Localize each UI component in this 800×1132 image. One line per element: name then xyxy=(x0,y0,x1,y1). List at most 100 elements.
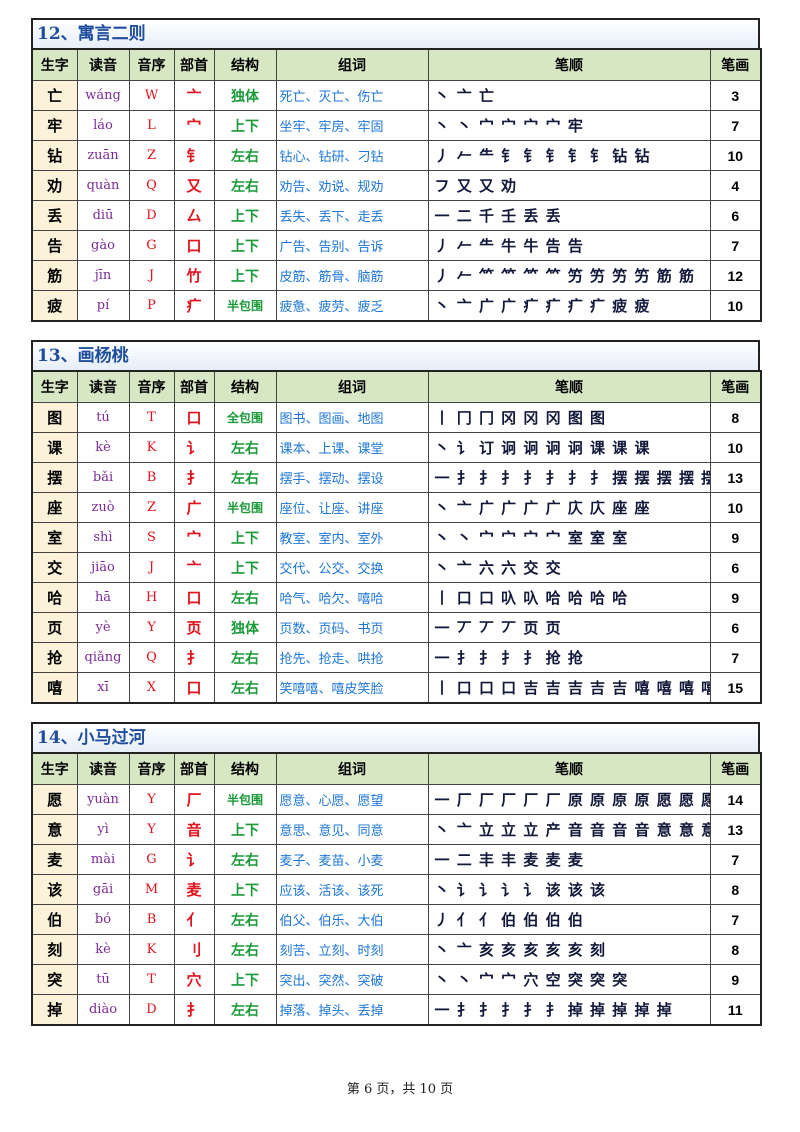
pinyin-cell: zuò xyxy=(76,492,130,523)
character-cell: 钻 xyxy=(31,140,78,171)
character-cell: 室 xyxy=(31,522,78,553)
character-cell: 哈 xyxy=(31,582,78,613)
words-cell: 意思、意见、同意 xyxy=(275,814,429,845)
structure-cell: 上下 xyxy=(213,964,277,995)
radical-cell: 厶 xyxy=(173,200,215,231)
initial-letter-cell: S xyxy=(128,522,175,553)
radical-cell: 穴 xyxy=(173,964,215,995)
words-cell: 愿意、心愿、愿望 xyxy=(275,784,429,815)
initial-letter-cell: K xyxy=(128,934,175,965)
table-row: 疲 pí P 疒半包围 疲惫、疲劳、疲乏丶 亠 广 广 疒 疒 疒 疒 疲 疲 10 xyxy=(31,290,762,322)
words-cell: 劝告、劝说、规劝 xyxy=(275,170,429,201)
structure-cell: 左右 xyxy=(213,672,277,704)
stroke-order-cell: 丶 丶 宀 宀 宀 宀 室 室 室 xyxy=(427,522,711,553)
character-table: 生字 读音 音序 部首 结构 组词 笔顺 笔画愿 yuàn Y 厂半包围 愿意、心愿、愿望一 厂 厂 … xyxy=(31,752,762,1026)
column-header: 读音 xyxy=(76,48,130,81)
initial-letter-cell: T xyxy=(128,402,175,433)
initial-letter-cell: Y xyxy=(128,784,175,815)
radical-cell: 口 xyxy=(173,402,215,433)
stroke-order-cell: 丶 亠 亥 亥 亥 亥 亥 刻 xyxy=(427,934,711,965)
character-cell: 劝 xyxy=(31,170,78,201)
stroke-count-cell: 4 xyxy=(709,170,762,201)
character-cell: 嘻 xyxy=(31,672,78,704)
character-cell: 伯 xyxy=(31,904,78,935)
initial-letter-cell: J xyxy=(128,260,175,291)
structure-cell: 上下 xyxy=(213,260,277,291)
initial-letter-cell: Z xyxy=(128,140,175,171)
radical-cell: 音 xyxy=(173,814,215,845)
words-cell: 麦子、麦苗、小麦 xyxy=(275,844,429,875)
stroke-count-cell: 8 xyxy=(709,402,762,433)
column-header: 结构 xyxy=(213,752,277,785)
stroke-count-cell: 14 xyxy=(709,784,762,815)
stroke-order-cell: 一 二 丰 丰 麦 麦 麦 xyxy=(427,844,711,875)
initial-letter-cell: Y xyxy=(128,814,175,845)
character-cell: 交 xyxy=(31,552,78,583)
pinyin-cell: bǎi xyxy=(76,462,130,493)
pinyin-cell: zuān xyxy=(76,140,130,171)
structure-cell: 全包围 xyxy=(213,402,277,433)
initial-letter-cell: L xyxy=(128,110,175,141)
radical-cell: 口 xyxy=(173,230,215,261)
character-cell: 页 xyxy=(31,612,78,643)
lesson-title: 14、小马过河 xyxy=(31,722,760,752)
table-row: 愿 yuàn Y 厂半包围 愿意、心愿、愿望一 厂 厂 厂 厂 厂 原 原 原 原 愿 … xyxy=(31,784,762,815)
radical-cell: 亠 xyxy=(173,80,215,111)
character-cell: 愿 xyxy=(31,784,78,815)
stroke-order-cell: 丶 亠 广 广 广 广 庂 庂 座 座 xyxy=(427,492,711,523)
character-cell: 告 xyxy=(31,230,78,261)
stroke-count-cell: 7 xyxy=(709,230,762,261)
words-cell: 座位、让座、讲座 xyxy=(275,492,429,523)
structure-cell: 左右 xyxy=(213,432,277,463)
stroke-order-cell: 一 扌 扌 扌 扌 扌 掉 掉 掉 掉 掉 xyxy=(427,994,711,1026)
table-row: 摆 bǎi B 扌左右 摆手、摆动、摆设一 扌 扌 扌 扌 扌 扌 扌 摆 摆 摆 摆 … xyxy=(31,462,762,493)
radical-cell: 宀 xyxy=(173,522,215,553)
pinyin-cell: diū xyxy=(76,200,130,231)
structure-cell: 左右 xyxy=(213,462,277,493)
radical-cell: 扌 xyxy=(173,994,215,1026)
initial-letter-cell: Y xyxy=(128,612,175,643)
character-cell: 意 xyxy=(31,814,78,845)
lesson-title: 13、画杨桃 xyxy=(31,340,760,370)
initial-letter-cell: X xyxy=(128,672,175,704)
words-cell: 哈气、哈欠、嘻哈 xyxy=(275,582,429,613)
stroke-count-cell: 9 xyxy=(709,964,762,995)
initial-letter-cell: T xyxy=(128,964,175,995)
stroke-order-cell: 丶 亠 广 广 疒 疒 疒 疒 疲 疲 xyxy=(427,290,711,322)
pinyin-cell: yè xyxy=(76,612,130,643)
stroke-order-cell: 丿 𠂉 ⺧ 钅 钅 钅 钅 钅 钻 钻 xyxy=(427,140,711,171)
table-row: 钻 zuān Z 钅左右 钻心、钻研、刁钻丿 𠂉 ⺧ 钅 钅 钅 钅 钅 钻 钻 10 xyxy=(31,140,762,171)
initial-letter-cell: B xyxy=(128,462,175,493)
pinyin-cell: tū xyxy=(76,964,130,995)
stroke-order-cell: 丿 𠂉 ⺮ ⺮ ⺮ ⺮ 竻 竻 竻 竻 筋 筋 xyxy=(427,260,711,291)
initial-letter-cell: P xyxy=(128,290,175,322)
radical-cell: 麦 xyxy=(173,874,215,905)
character-cell: 摆 xyxy=(31,462,78,493)
words-cell: 皮筋、筋骨、脑筋 xyxy=(275,260,429,291)
radical-cell: 扌 xyxy=(173,642,215,673)
character-cell: 该 xyxy=(31,874,78,905)
words-cell: 交代、公交、交换 xyxy=(275,552,429,583)
character-cell: 亡 xyxy=(31,80,78,111)
stroke-count-cell: 7 xyxy=(709,844,762,875)
words-cell: 刻苦、立刻、时刻 xyxy=(275,934,429,965)
column-header: 笔画 xyxy=(709,752,762,785)
column-header: 笔顺 xyxy=(427,752,711,785)
structure-cell: 左右 xyxy=(213,844,277,875)
column-header: 读音 xyxy=(76,370,130,403)
table-row: 掉 diào D 扌左右 掉落、掉头、丢掉一 扌 扌 扌 扌 扌 掉 掉 掉 掉 掉 11 xyxy=(31,994,762,1026)
column-header: 生字 xyxy=(31,752,78,785)
pinyin-cell: láo xyxy=(76,110,130,141)
character-cell: 座 xyxy=(31,492,78,523)
column-header: 读音 xyxy=(76,752,130,785)
structure-cell: 左右 xyxy=(213,642,277,673)
initial-letter-cell: K xyxy=(128,432,175,463)
words-cell: 丢失、丢下、走丢 xyxy=(275,200,429,231)
radical-cell: 页 xyxy=(173,612,215,643)
